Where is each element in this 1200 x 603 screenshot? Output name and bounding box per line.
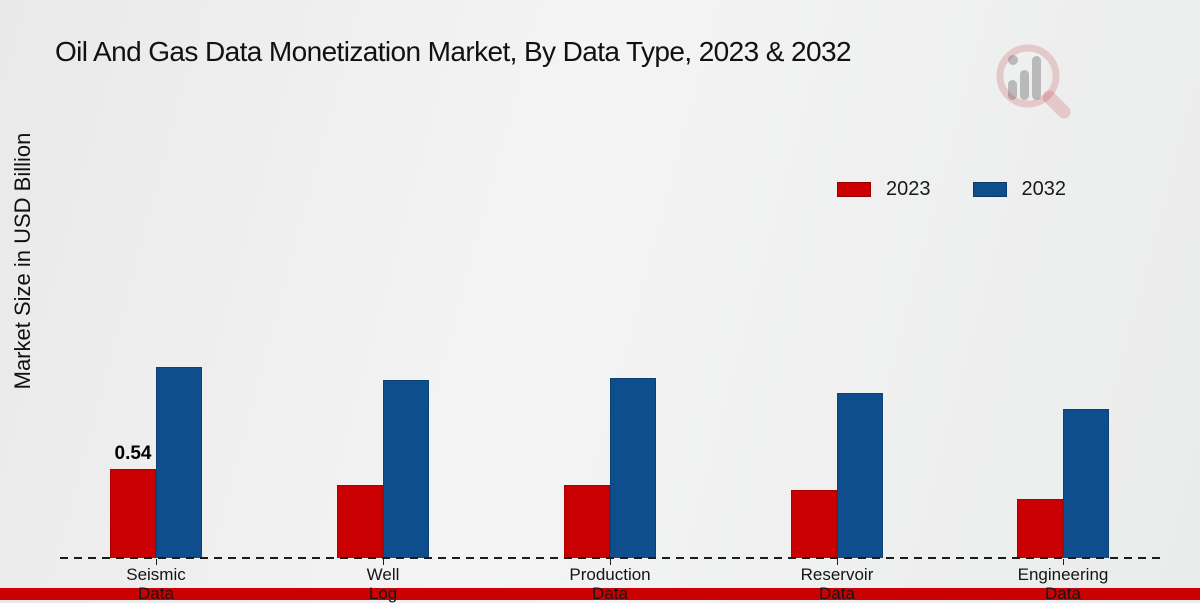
bar-2032-well-log [383, 380, 429, 558]
bar-2032-reservoir-data [837, 393, 883, 558]
category-label-reservoir-data: Reservoir Data [800, 565, 874, 603]
x-axis-tick-production-data [610, 559, 611, 565]
x-axis-tick-reservoir-data [837, 559, 838, 565]
bar-2023-seismic-data [110, 469, 156, 558]
legend-swatch-2032 [972, 182, 1007, 197]
x-axis-tick-well-log [383, 559, 384, 565]
x-axis-baseline [60, 557, 1160, 559]
bar-2023-engineering-data [1017, 499, 1063, 558]
bar-2032-seismic-data [156, 367, 202, 558]
bar-2023-production-data [564, 485, 610, 558]
legend: 2023 2032 [837, 178, 1066, 201]
footer-band [0, 588, 1200, 600]
x-axis-tick-engineering-data [1063, 559, 1064, 565]
x-axis-tick-seismic-data [156, 559, 157, 565]
chart-title: Oil And Gas Data Monetization Market, By… [55, 36, 852, 67]
legend-label-2023: 2023 [886, 178, 931, 200]
watermark-logo [990, 35, 1110, 130]
category-label-well-log: Well Log [366, 565, 400, 603]
legend-item-2023: 2023 [837, 178, 931, 201]
magnifier-bar-chart-icon [996, 44, 1071, 119]
bar-2023-well-log [337, 485, 383, 558]
data-label-2023-seismic-data: 0.54 [114, 443, 152, 464]
legend-swatch-2023 [837, 182, 871, 197]
category-label-production-data: Production Data [569, 565, 651, 603]
category-label-engineering-data: Engineering Data [1017, 565, 1109, 603]
legend-item-2032: 2032 [972, 178, 1067, 201]
legend-label-2032: 2032 [1021, 178, 1067, 200]
bar-2032-production-data [610, 378, 656, 558]
category-label-seismic-data: Seismic Data [126, 565, 186, 603]
bar-2023-reservoir-data [791, 490, 837, 558]
bar-2032-engineering-data [1063, 409, 1109, 558]
